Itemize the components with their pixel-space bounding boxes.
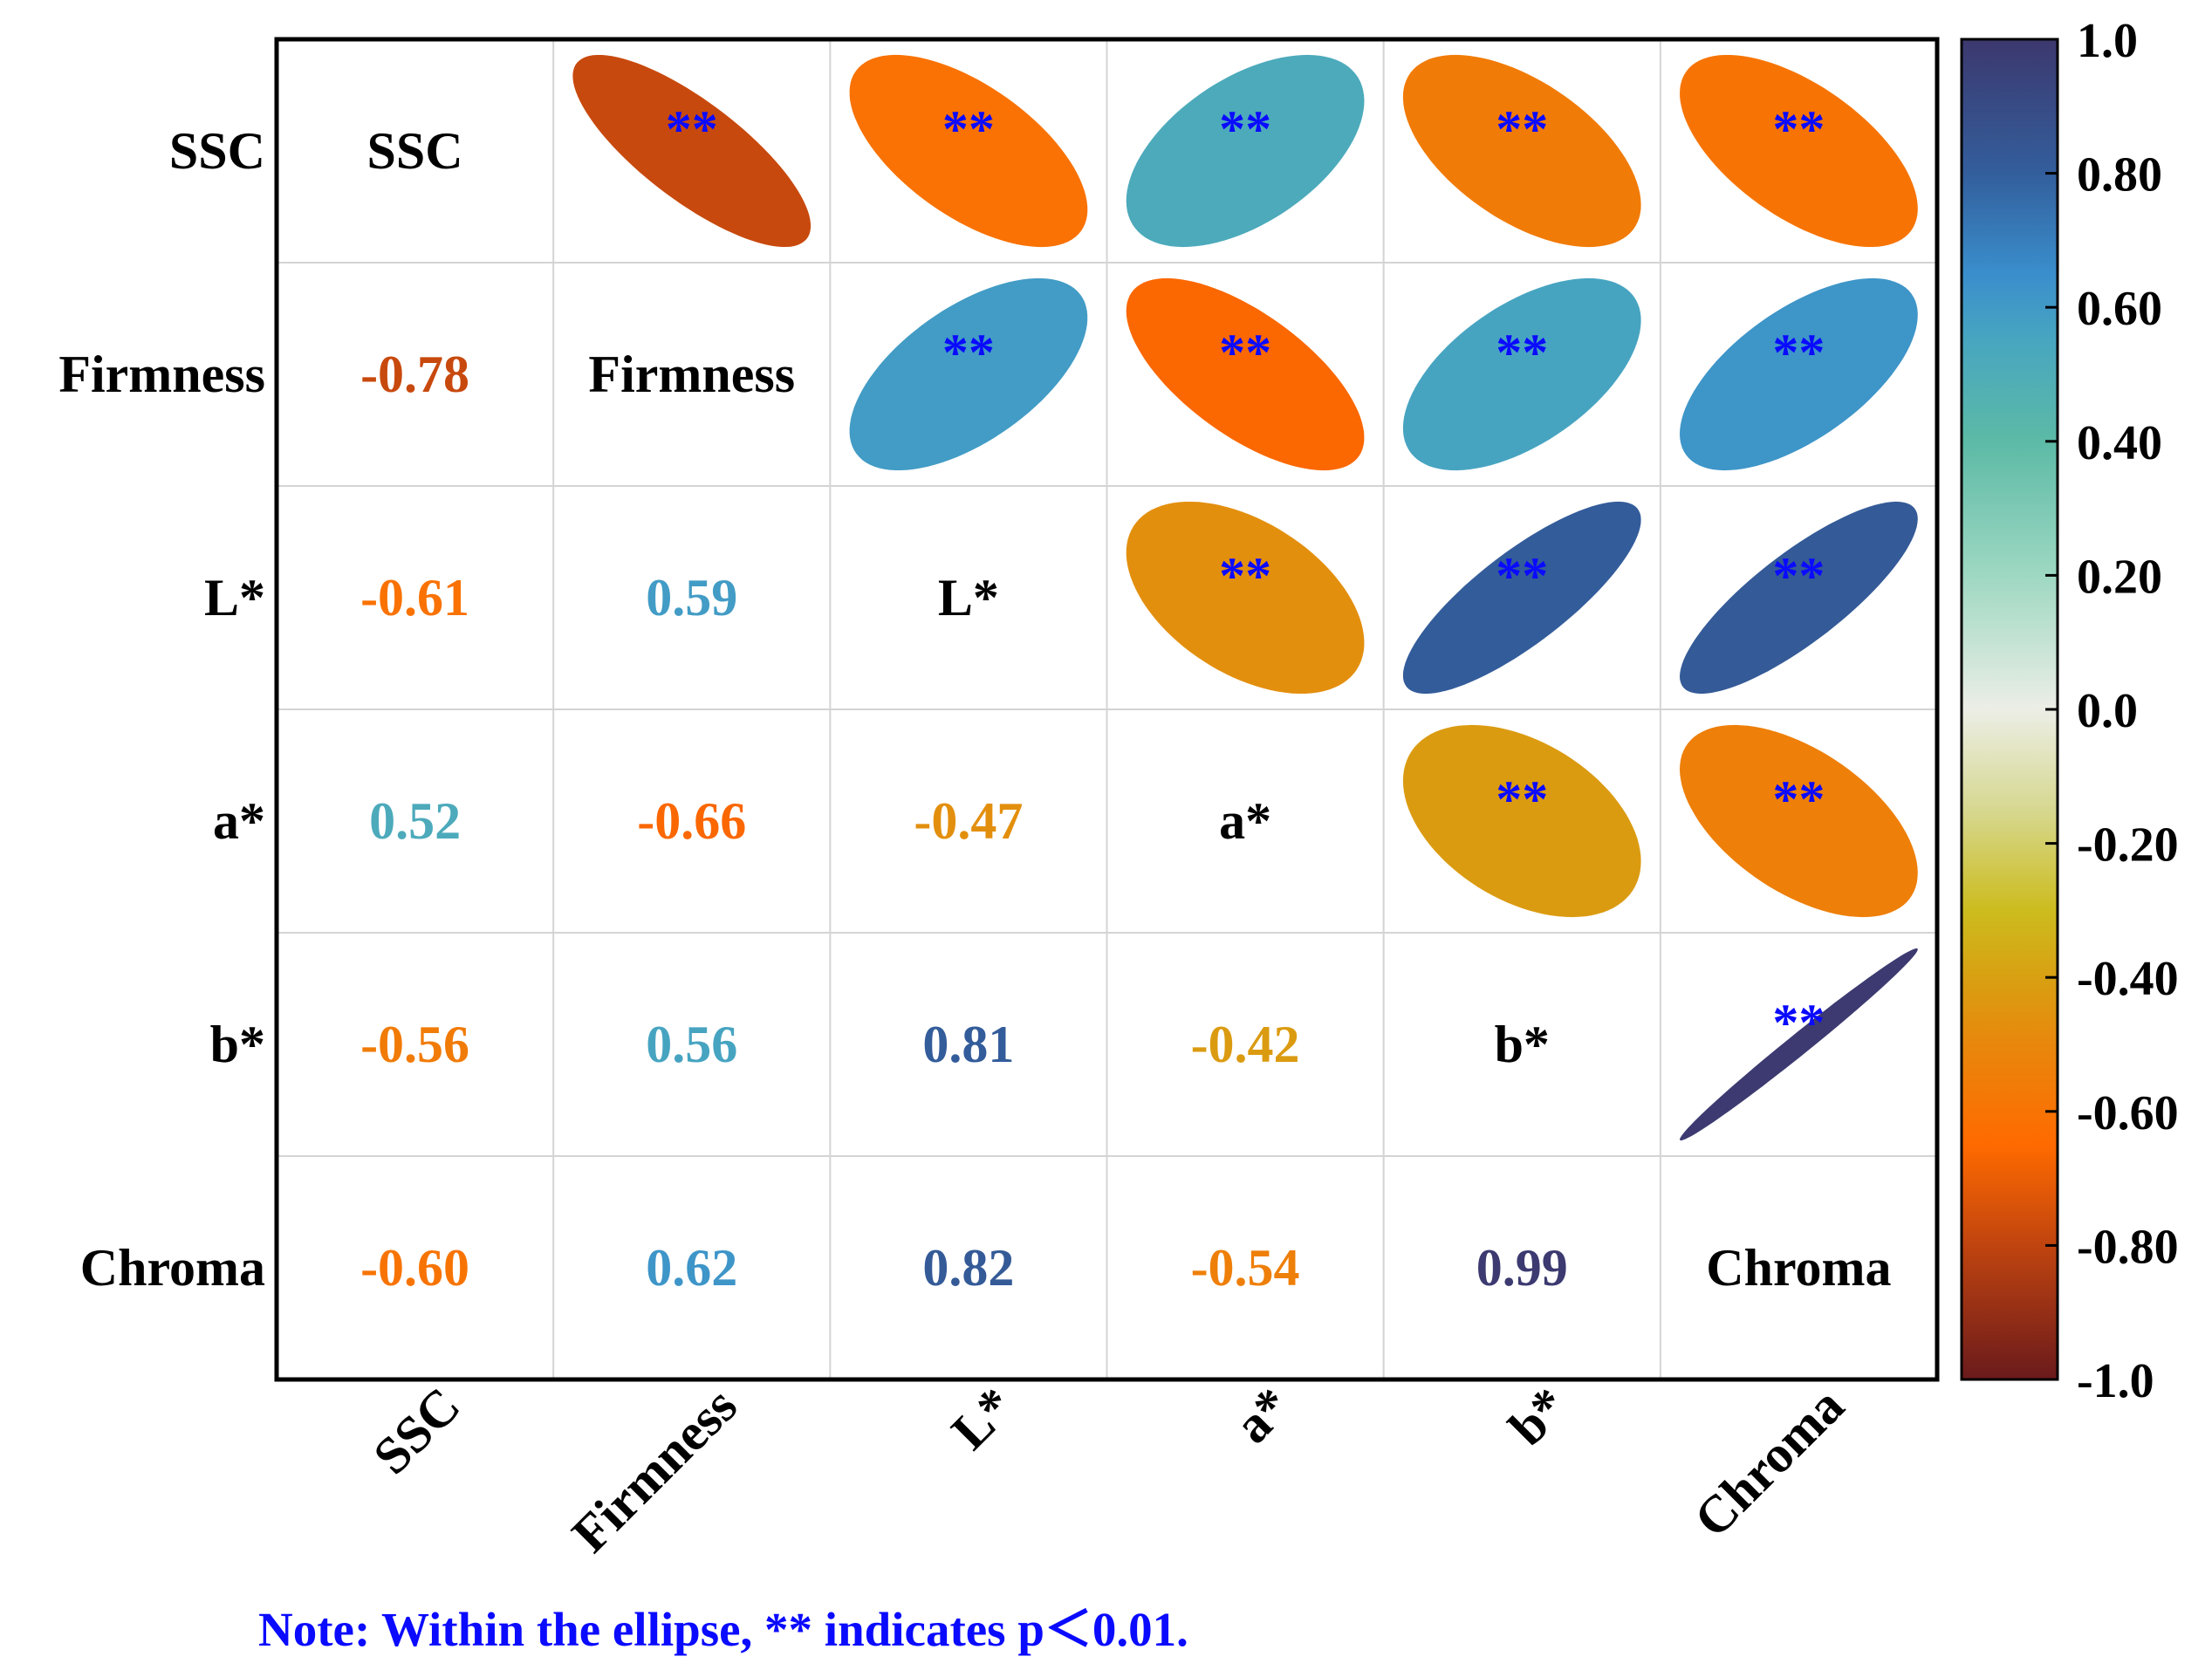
- correlation-value: 0.52: [369, 792, 461, 850]
- colorbar-tick-label: 1.0: [2077, 14, 2138, 68]
- matrix-cells: SSC ** ** ** ** ** -0.78 Firmness ** ** ** ** -0.61 0…: [360, 54, 1918, 1297]
- significance-marker: **: [1772, 100, 1825, 158]
- row-label: L*: [204, 569, 265, 626]
- diagonal-label: Firmness: [588, 346, 795, 403]
- diagonal-label: L*: [938, 569, 999, 626]
- correlation-ellipse: [1680, 277, 1918, 471]
- correlation-ellipse: [1126, 54, 1365, 248]
- column-labels: SSC Firmness L* a* b* Chroma: [362, 1377, 1854, 1564]
- significance-marker: **: [1219, 547, 1271, 605]
- colorbar-tick-label: 0.0: [2077, 684, 2138, 738]
- row-label: SSC: [169, 122, 265, 180]
- correlation-ellipse: [1680, 948, 1918, 1141]
- correlation-ellipse: [572, 55, 812, 247]
- correlation-ellipse: [1402, 54, 1641, 248]
- correlation-value: -0.56: [360, 1016, 469, 1073]
- correlation-value: 0.82: [922, 1239, 1014, 1297]
- colorbar-tick-label: 0.40: [2077, 416, 2162, 470]
- colorbar-tick-label: 0.80: [2077, 148, 2162, 202]
- correlation-ellipse: [1402, 277, 1641, 471]
- note-text: Note: Within the ellipse, ** indicates p…: [258, 1603, 1188, 1656]
- correlation-value: -0.66: [637, 792, 746, 850]
- column-label: SSC: [362, 1377, 471, 1486]
- significance-marker: **: [942, 324, 995, 381]
- correlation-ellipse: [1402, 501, 1641, 695]
- correlation-value: -0.42: [1191, 1016, 1300, 1073]
- diagonal-label: SSC: [367, 122, 463, 180]
- correlation-ellipse: [849, 54, 1088, 248]
- significance-marker: **: [1496, 324, 1548, 381]
- correlation-value: -0.60: [360, 1239, 469, 1297]
- significance-marker: **: [1496, 770, 1548, 828]
- correlation-ellipse: [849, 278, 1088, 470]
- significance-marker: **: [1219, 324, 1271, 381]
- correlation-ellipse: [1680, 724, 1918, 918]
- diagonal-label: a*: [1219, 792, 1271, 850]
- colorbar-tick-label: -1.0: [2077, 1354, 2154, 1408]
- column-label: L*: [941, 1377, 1024, 1461]
- colorbar: 1.0 0.80 0.60 0.40 0.20 0.0 -0.20 -0.40 -0.60 -0.…: [1960, 14, 2179, 1408]
- correlation-value: 0.56: [646, 1016, 737, 1073]
- correlation-value: -0.61: [360, 569, 469, 626]
- row-label: b*: [210, 1016, 265, 1073]
- correlation-value: 0.59: [646, 569, 737, 626]
- colorbar-tick-label: -0.60: [2077, 1086, 2179, 1140]
- diagonal-label: Chroma: [1706, 1239, 1891, 1297]
- colorbar-gradient: [1960, 38, 2059, 1381]
- row-label: Firmness: [58, 346, 265, 403]
- correlation-value: 0.99: [1476, 1239, 1568, 1297]
- correlation-ellipse: [1126, 277, 1365, 471]
- column-label: Firmness: [561, 1377, 748, 1564]
- grid-lines: [277, 39, 1937, 1379]
- correlation-ellipse: [1402, 724, 1641, 918]
- column-label: Chroma: [1683, 1377, 1855, 1549]
- correlation-value: -0.54: [1191, 1239, 1300, 1297]
- significance-marker: **: [1772, 324, 1825, 381]
- row-label: Chroma: [80, 1239, 265, 1297]
- correlation-value: 0.81: [922, 1016, 1014, 1073]
- row-label: a*: [213, 792, 265, 850]
- row-labels: SSC Firmness L* a* b* Chroma: [58, 122, 265, 1297]
- column-label: b*: [1498, 1377, 1578, 1456]
- colorbar-tick-label: 0.60: [2077, 282, 2162, 336]
- plot-border: [274, 37, 1940, 1382]
- column-label: a*: [1223, 1377, 1301, 1455]
- correlation-ellipse: [1126, 502, 1365, 694]
- colorbar-tick-label: 0.20: [2077, 550, 2162, 604]
- correlation-ellipse: [1680, 501, 1918, 695]
- diagonal-label: b*: [1495, 1016, 1550, 1073]
- correlation-value: 0.62: [646, 1239, 737, 1297]
- correlation-value: -0.78: [360, 346, 469, 403]
- significance-marker: **: [1772, 770, 1825, 828]
- significance-marker: **: [942, 100, 995, 158]
- significance-marker: **: [1772, 994, 1825, 1051]
- colorbar-tick-label: -0.20: [2077, 818, 2179, 873]
- significance-marker: **: [1219, 100, 1271, 158]
- correlation-value: -0.47: [914, 792, 1023, 850]
- correlation-ellipse: [1680, 55, 1918, 247]
- significance-marker: **: [666, 100, 718, 158]
- significance-marker: **: [1496, 547, 1548, 605]
- colorbar-tick-label: -0.80: [2077, 1220, 2179, 1274]
- significance-marker: **: [1772, 547, 1825, 605]
- significance-marker: **: [1496, 100, 1548, 158]
- colorbar-tick-label: -0.40: [2077, 952, 2179, 1006]
